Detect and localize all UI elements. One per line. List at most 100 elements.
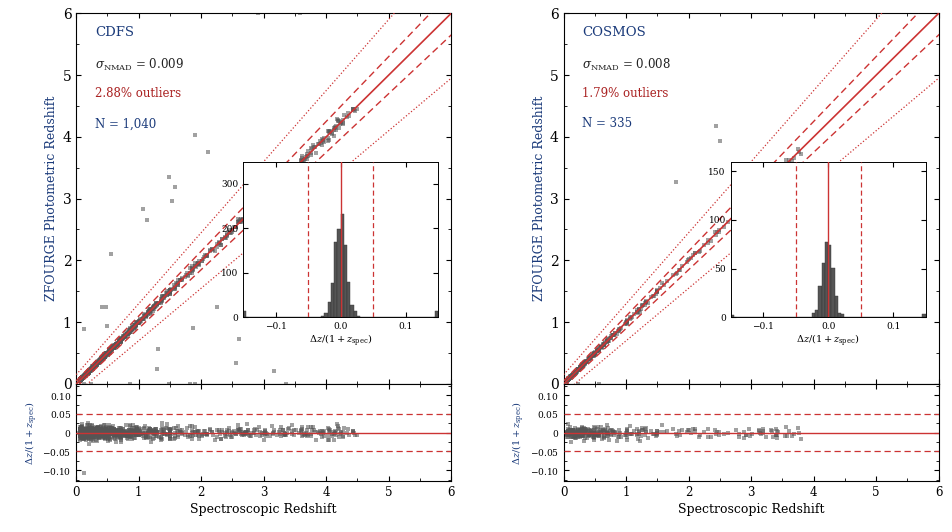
Point [124,325,139,333]
Point [609,437,625,445]
Point [159,424,174,433]
Point [81,368,96,377]
Point [96,352,111,360]
Point [577,425,592,433]
Point [87,427,102,435]
Point [580,355,595,363]
Point [566,369,582,378]
Point [72,426,88,434]
Point [217,429,232,437]
Point [83,429,98,437]
Point [81,426,96,434]
Point [98,302,113,311]
Point [188,263,203,271]
Point [83,366,98,375]
Point [147,302,162,311]
Point [563,426,578,434]
Point [572,430,587,439]
Point [577,358,592,366]
Point [82,427,97,436]
Point [128,319,143,327]
Point [86,362,101,371]
Point [83,365,98,374]
Point [199,430,214,439]
Point [89,358,105,367]
Point [188,422,203,431]
Point [156,292,171,300]
Point [102,423,117,431]
Point [164,284,179,293]
Point [72,377,88,385]
Point [92,430,108,439]
Point [87,361,102,370]
Point [106,427,121,436]
Point [74,430,89,438]
Point [346,428,361,436]
Point [83,364,98,373]
Point [162,380,177,388]
Point [589,432,605,440]
Point [127,323,142,332]
Point [77,373,92,381]
Point [102,346,117,355]
Point [574,423,589,431]
Point [236,215,251,224]
Point [560,375,575,383]
Point [169,427,184,436]
Point [589,347,605,355]
Point [81,425,96,433]
Point [116,428,131,436]
Point [135,314,150,323]
Point [72,376,88,385]
Point [131,426,147,434]
Point [87,425,102,433]
Point [587,347,603,356]
Point [248,203,264,212]
Point [73,428,89,436]
Point [87,361,102,369]
Point [75,432,90,440]
Point [112,428,128,436]
Point [188,431,203,439]
Point [95,434,110,443]
Point [103,346,118,354]
Point [565,429,580,437]
Point [224,226,239,235]
Point [307,143,323,152]
Point [574,362,589,370]
Point [600,431,615,440]
Point [146,302,161,311]
Point [257,193,272,202]
Point [72,429,88,437]
Point [324,430,339,439]
Point [89,424,105,433]
Point [89,426,104,435]
Point [322,427,337,435]
Point [566,370,582,378]
Point [333,428,348,436]
Point [97,352,112,361]
Point [90,433,106,441]
Point [638,298,653,307]
Point [767,430,783,439]
Point [214,428,229,436]
Point [124,324,139,332]
Point [335,433,350,441]
Point [184,428,199,437]
Point [162,427,177,435]
Point [90,427,106,435]
Point [755,182,770,190]
Point [73,374,89,383]
Point [565,371,580,380]
Point [126,427,141,435]
Point [590,429,605,437]
Point [763,173,778,181]
Point [116,429,131,438]
Point [219,229,234,238]
Point [199,252,214,260]
Point [593,343,608,351]
Point [100,431,115,439]
Point [564,428,579,436]
Point [120,329,135,337]
Point [294,152,309,160]
